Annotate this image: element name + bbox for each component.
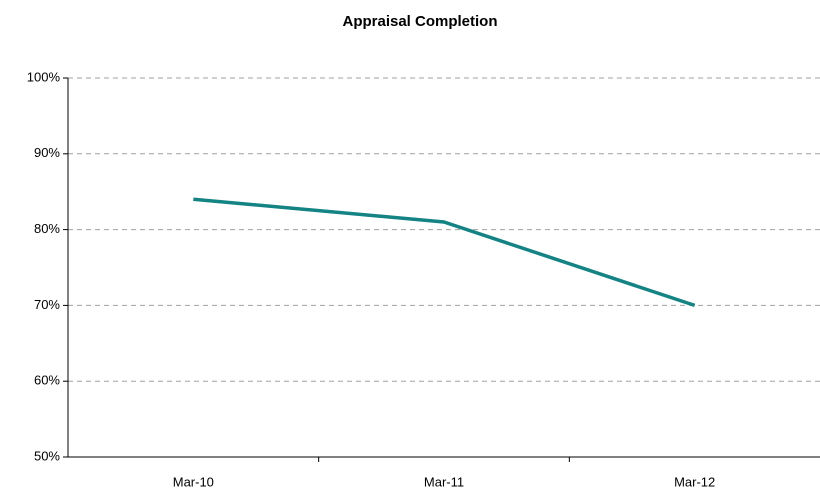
x-tick-label: Mar-10 [173,474,214,489]
y-tick-label: 60% [34,373,60,388]
x-tick-label: Mar-11 [424,474,464,489]
chart-title: Appraisal Completion [342,13,497,30]
y-tick-label: 70% [34,297,60,312]
y-tick-label: 90% [34,145,60,160]
y-tick-label: 100% [27,69,61,84]
y-tick-label: 80% [34,221,60,236]
data-line [193,197,696,308]
y-tick-label: 50% [34,448,60,463]
x-tick-label: Mar-12 [674,474,715,489]
